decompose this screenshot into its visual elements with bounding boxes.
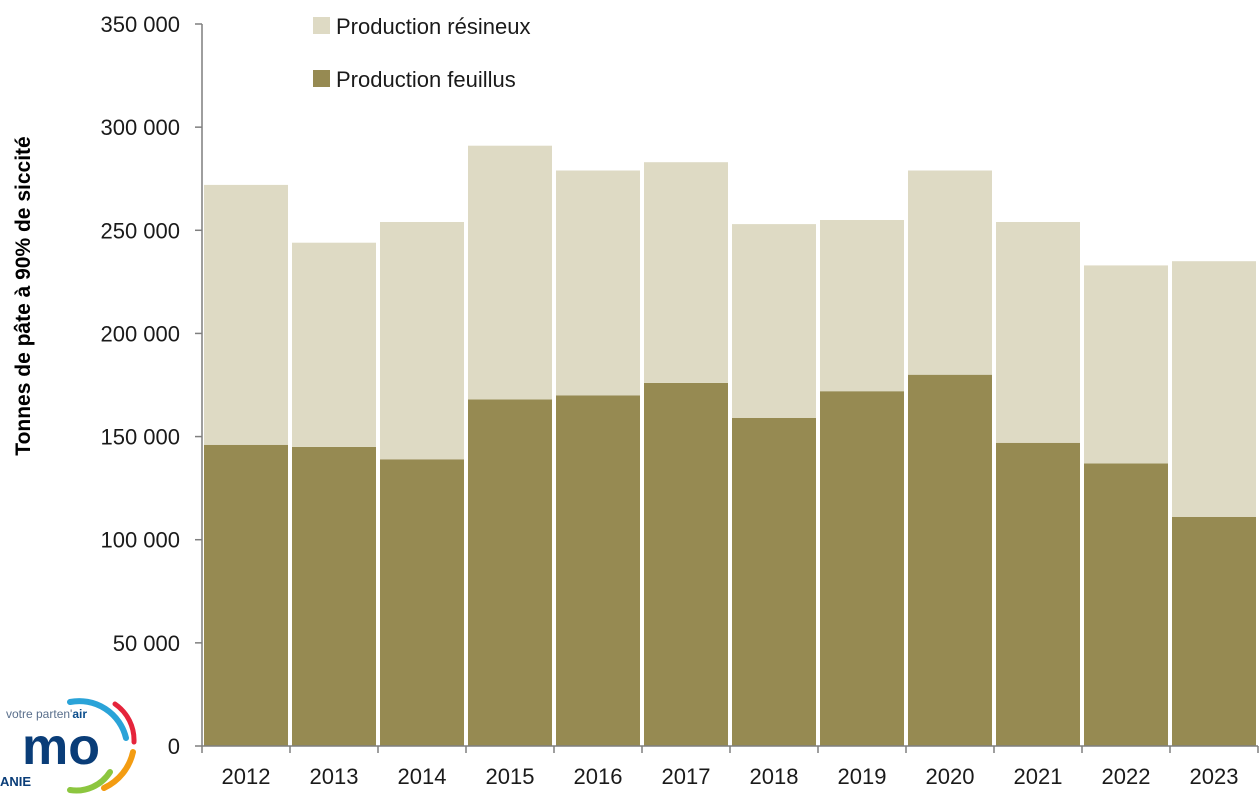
- logo-region: ANIE: [0, 774, 31, 789]
- bar-feuillus-2018: [732, 418, 816, 746]
- bar-feuillus-2020: [908, 374, 992, 746]
- y-tick-label: 150 000: [100, 425, 180, 450]
- logo-arc-red: [112, 701, 137, 745]
- x-tick-label: 2013: [310, 764, 359, 789]
- y-tick-label: 50 000: [113, 631, 180, 656]
- legend: Production résineux Production feuillus: [313, 14, 530, 92]
- bar-feuillus-2014: [380, 459, 464, 746]
- y-tick-label: 200 000: [100, 321, 180, 346]
- bar-resineux-2014: [380, 222, 464, 460]
- y-tick-label: 250 000: [100, 218, 180, 243]
- y-tick-label: 350 000: [100, 12, 180, 37]
- y-tick-label: 100 000: [100, 528, 180, 553]
- bar-resineux-2016: [556, 170, 640, 396]
- bar-resineux-2021: [996, 222, 1080, 443]
- y-axis-title: Tonnes de pâte à 90% de siccité: [12, 136, 35, 455]
- atmo-logo: votre parten'air mo ANIE: [0, 698, 137, 794]
- x-tick-label: 2016: [574, 764, 623, 789]
- logo-arc-green: [67, 769, 113, 794]
- bar-resineux-2017: [644, 162, 728, 383]
- legend-label: Production feuillus: [336, 67, 516, 92]
- bar-feuillus-2023: [1172, 517, 1256, 746]
- bar-feuillus-2015: [468, 399, 552, 746]
- legend-swatch: [313, 17, 330, 34]
- bar-resineux-2022: [1084, 265, 1168, 464]
- y-axis: 0 50 000 100 000 150 000 200 000 250 000 300 0…: [100, 12, 203, 759]
- x-tick-label: 2020: [926, 764, 975, 789]
- bar-feuillus-2019: [820, 391, 904, 746]
- bar-feuillus-2022: [1084, 463, 1168, 746]
- bar-resineux-2015: [468, 145, 552, 400]
- x-tick-label: 2021: [1014, 764, 1063, 789]
- bar-resineux-2019: [820, 220, 904, 392]
- x-tick-label: 2018: [750, 764, 799, 789]
- y-tick-label: 300 000: [100, 115, 180, 140]
- bar-resineux-2012: [204, 184, 288, 445]
- x-axis: 2012 2013 2014 2015 2016 2017 2018 2019 2020 2021…: [201, 745, 1259, 789]
- logo-tagline: votre parten'air: [6, 707, 87, 721]
- bar-resineux-2018: [732, 224, 816, 418]
- bar-feuillus-2021: [996, 442, 1080, 746]
- bar-resineux-2023: [1172, 261, 1256, 517]
- plot-area: [204, 145, 1256, 746]
- bar-resineux-2020: [908, 170, 992, 375]
- bar-resineux-2013: [292, 242, 376, 447]
- x-tick-label: 2015: [486, 764, 535, 789]
- x-tick-label: 2019: [838, 764, 887, 789]
- x-tick-label: 2012: [222, 764, 271, 789]
- bar-feuillus-2013: [292, 446, 376, 746]
- logo-arc-orange: [101, 749, 136, 791]
- y-tick-label: 0: [168, 734, 180, 759]
- x-tick-label: 2023: [1190, 764, 1239, 789]
- logo-name: mo: [22, 718, 100, 776]
- x-tick-label: 2022: [1102, 764, 1151, 789]
- x-tick-label: 2017: [662, 764, 711, 789]
- logo-arc-blue: [67, 698, 129, 741]
- bar-feuillus-2016: [556, 395, 640, 746]
- legend-label: Production résineux: [336, 14, 530, 39]
- x-tick-label: 2014: [398, 764, 447, 789]
- legend-swatch: [313, 70, 330, 87]
- bar-feuillus-2012: [204, 444, 288, 746]
- bar-feuillus-2017: [644, 382, 728, 746]
